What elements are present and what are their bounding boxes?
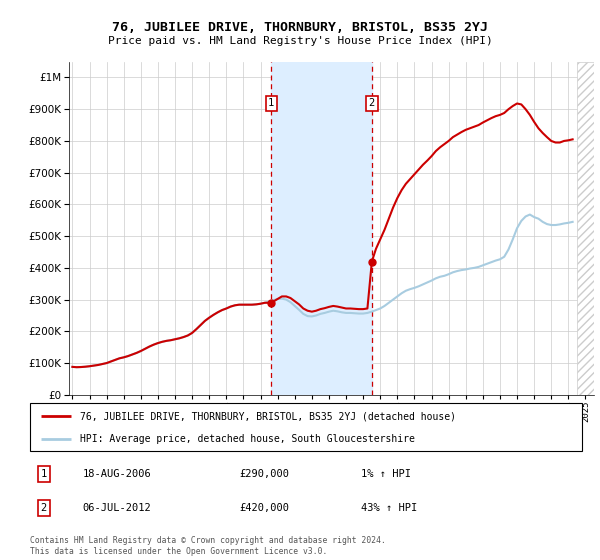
Text: HPI: Average price, detached house, South Gloucestershire: HPI: Average price, detached house, Sout… bbox=[80, 434, 415, 444]
Text: £290,000: £290,000 bbox=[240, 469, 290, 479]
Text: 1: 1 bbox=[41, 469, 47, 479]
Text: 18-AUG-2006: 18-AUG-2006 bbox=[82, 469, 151, 479]
Text: 76, JUBILEE DRIVE, THORNBURY, BRISTOL, BS35 2YJ (detached house): 76, JUBILEE DRIVE, THORNBURY, BRISTOL, B… bbox=[80, 411, 455, 421]
Text: 76, JUBILEE DRIVE, THORNBURY, BRISTOL, BS35 2YJ: 76, JUBILEE DRIVE, THORNBURY, BRISTOL, B… bbox=[112, 21, 488, 34]
Text: £420,000: £420,000 bbox=[240, 503, 290, 514]
Text: 43% ↑ HPI: 43% ↑ HPI bbox=[361, 503, 418, 514]
Text: 2: 2 bbox=[41, 503, 47, 514]
FancyBboxPatch shape bbox=[30, 403, 582, 451]
Text: Contains HM Land Registry data © Crown copyright and database right 2024.
This d: Contains HM Land Registry data © Crown c… bbox=[30, 536, 386, 556]
Text: 1: 1 bbox=[268, 98, 274, 108]
Text: 2: 2 bbox=[369, 98, 375, 108]
Text: 06-JUL-2012: 06-JUL-2012 bbox=[82, 503, 151, 514]
Text: Price paid vs. HM Land Registry's House Price Index (HPI): Price paid vs. HM Land Registry's House … bbox=[107, 36, 493, 46]
Text: 1% ↑ HPI: 1% ↑ HPI bbox=[361, 469, 411, 479]
Bar bbox=[271, 62, 372, 395]
